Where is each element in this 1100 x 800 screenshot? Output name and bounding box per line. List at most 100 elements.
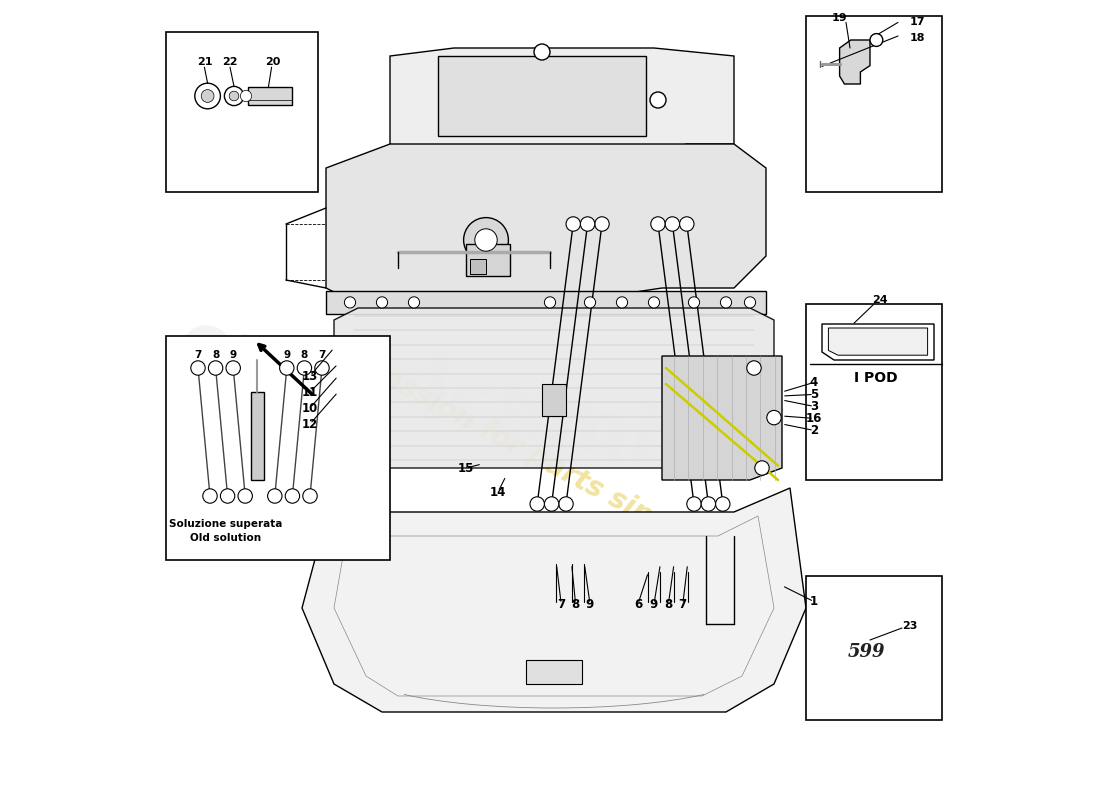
Text: 9: 9: [230, 350, 236, 360]
FancyBboxPatch shape: [806, 576, 942, 720]
Text: Soluzione superata: Soluzione superata: [169, 519, 283, 529]
FancyBboxPatch shape: [806, 304, 942, 480]
FancyBboxPatch shape: [470, 259, 486, 274]
Circle shape: [229, 91, 239, 101]
Polygon shape: [326, 144, 766, 312]
Text: 24: 24: [872, 295, 888, 305]
Circle shape: [475, 229, 497, 251]
Text: 7: 7: [557, 598, 565, 610]
Circle shape: [220, 489, 234, 503]
Text: 3: 3: [810, 400, 818, 413]
Text: 2: 2: [810, 424, 818, 437]
Text: 14: 14: [490, 486, 506, 498]
Circle shape: [463, 218, 508, 262]
Circle shape: [666, 217, 680, 231]
Circle shape: [559, 497, 573, 511]
Text: 1: 1: [810, 595, 818, 608]
Polygon shape: [302, 488, 806, 712]
Circle shape: [226, 361, 241, 375]
FancyBboxPatch shape: [438, 56, 646, 136]
Polygon shape: [334, 308, 774, 468]
Polygon shape: [662, 356, 782, 480]
Text: I POD: I POD: [854, 370, 898, 385]
Text: 9: 9: [283, 350, 290, 360]
Circle shape: [195, 83, 220, 109]
Circle shape: [689, 297, 700, 308]
Text: 4: 4: [810, 376, 818, 389]
Polygon shape: [828, 328, 927, 355]
Circle shape: [648, 297, 660, 308]
Circle shape: [224, 86, 243, 106]
Text: a passion for parts since 1985: a passion for parts since 1985: [336, 341, 764, 587]
Text: 11: 11: [301, 386, 318, 398]
Circle shape: [747, 361, 761, 375]
Text: 13: 13: [301, 370, 318, 382]
Text: 9: 9: [586, 598, 594, 610]
Circle shape: [241, 90, 252, 102]
Circle shape: [534, 44, 550, 60]
Circle shape: [315, 361, 329, 375]
Circle shape: [720, 297, 732, 308]
FancyBboxPatch shape: [326, 291, 766, 314]
Circle shape: [202, 489, 217, 503]
Circle shape: [616, 297, 628, 308]
Text: 10: 10: [301, 402, 318, 414]
Text: 8: 8: [300, 350, 308, 360]
Circle shape: [680, 217, 694, 231]
Circle shape: [566, 217, 581, 231]
Circle shape: [716, 497, 730, 511]
Polygon shape: [526, 660, 582, 684]
Circle shape: [267, 489, 282, 503]
Polygon shape: [542, 384, 566, 416]
Text: 8: 8: [212, 350, 219, 360]
Circle shape: [650, 92, 666, 108]
Circle shape: [190, 361, 206, 375]
Text: 7: 7: [195, 350, 201, 360]
Circle shape: [584, 297, 595, 308]
Text: 19: 19: [832, 13, 847, 22]
Text: 599: 599: [847, 643, 884, 661]
Text: 8: 8: [572, 598, 580, 610]
Circle shape: [870, 34, 883, 46]
Circle shape: [302, 489, 317, 503]
Text: 7: 7: [318, 350, 326, 360]
FancyBboxPatch shape: [806, 16, 942, 192]
Circle shape: [201, 90, 214, 102]
Text: 17: 17: [910, 18, 925, 27]
FancyBboxPatch shape: [166, 32, 318, 192]
Polygon shape: [822, 324, 934, 360]
Circle shape: [755, 461, 769, 475]
Circle shape: [544, 497, 559, 511]
FancyBboxPatch shape: [166, 336, 390, 560]
Text: 15: 15: [458, 462, 474, 474]
Text: 8: 8: [664, 598, 672, 610]
Circle shape: [686, 497, 701, 511]
Circle shape: [208, 361, 223, 375]
FancyBboxPatch shape: [466, 244, 510, 276]
Polygon shape: [390, 48, 734, 160]
Text: 7: 7: [679, 598, 686, 610]
FancyBboxPatch shape: [248, 87, 293, 105]
Circle shape: [376, 297, 387, 308]
Circle shape: [701, 497, 716, 511]
Text: 5: 5: [810, 388, 818, 401]
Circle shape: [651, 217, 666, 231]
Circle shape: [297, 361, 311, 375]
Text: 18: 18: [910, 34, 925, 43]
Text: 23: 23: [902, 621, 917, 630]
Text: 6: 6: [634, 598, 642, 610]
Text: euroricambi: euroricambi: [170, 305, 720, 495]
Circle shape: [408, 297, 419, 308]
Text: 21: 21: [197, 58, 212, 67]
Text: 20: 20: [265, 58, 280, 67]
Circle shape: [279, 361, 294, 375]
Polygon shape: [839, 40, 870, 84]
Text: Old solution: Old solution: [190, 533, 262, 542]
Text: 22: 22: [222, 58, 238, 67]
Text: 16: 16: [806, 412, 822, 425]
Circle shape: [767, 410, 781, 425]
FancyBboxPatch shape: [251, 392, 264, 480]
Circle shape: [238, 489, 252, 503]
Text: 12: 12: [301, 418, 318, 430]
Circle shape: [344, 297, 355, 308]
